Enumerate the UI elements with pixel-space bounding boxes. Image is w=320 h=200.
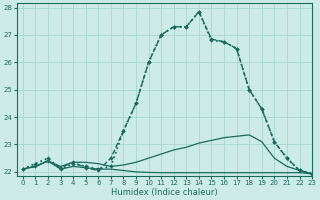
X-axis label: Humidex (Indice chaleur): Humidex (Indice chaleur) bbox=[111, 188, 218, 197]
